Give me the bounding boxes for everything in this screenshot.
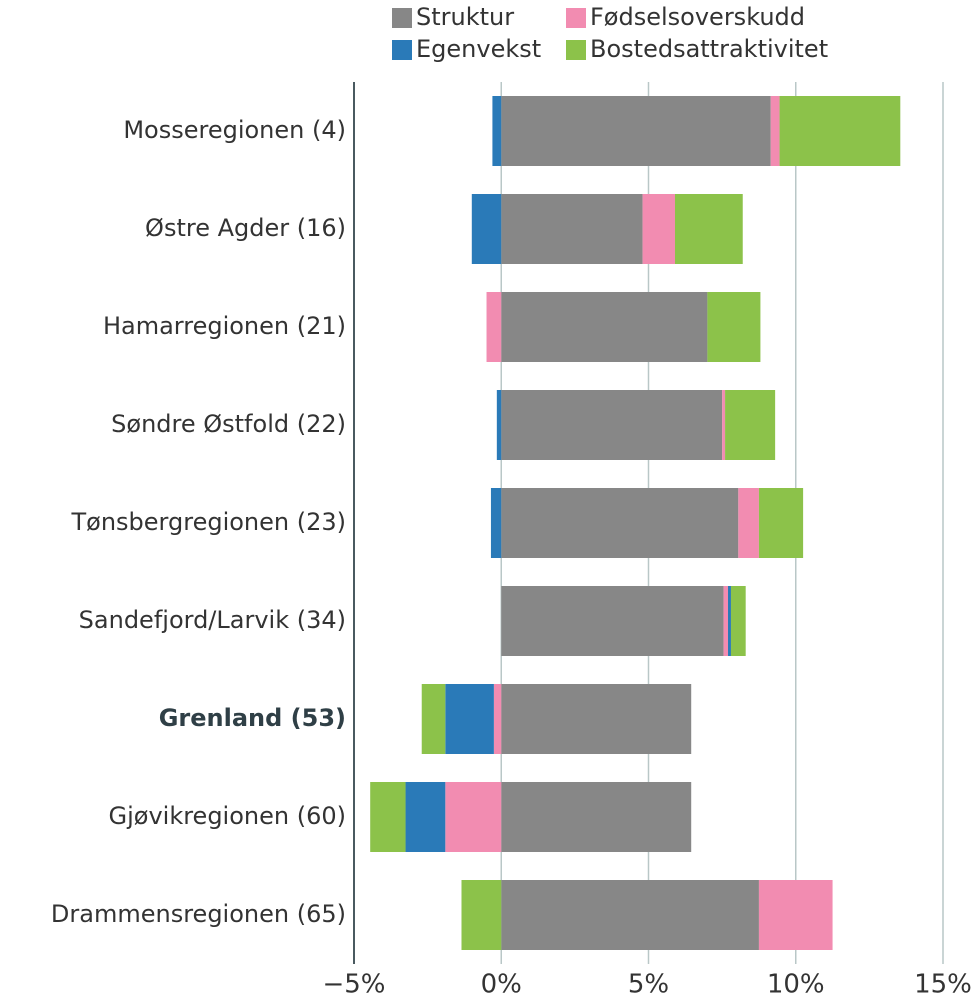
legend-swatch: [392, 8, 412, 28]
bar-segment: [722, 390, 726, 460]
bar-segment: [758, 488, 804, 558]
bar-segment: [675, 194, 743, 264]
y-tick-label: Hamarregionen (21): [103, 312, 346, 340]
bar-segment: [723, 586, 729, 656]
y-tick-label: Søndre Østfold (22): [111, 410, 346, 438]
x-tick-label: 15%: [914, 970, 972, 1000]
bar-segment: [501, 782, 692, 852]
bar-segment: [501, 96, 771, 166]
bar-segment: [493, 684, 502, 754]
bar-segment: [501, 390, 723, 460]
y-tick-label: Gjøvikregionen (60): [109, 802, 347, 830]
bar-segment: [728, 586, 731, 656]
bar-segment: [501, 586, 724, 656]
bar-segment: [492, 96, 502, 166]
bar-segment: [471, 194, 502, 264]
y-tick-label: Grenland (53): [159, 704, 346, 732]
bar-segment: [770, 96, 780, 166]
bar-segment: [370, 782, 406, 852]
bar-segment: [421, 684, 446, 754]
x-tick-label: −5%: [322, 970, 385, 1000]
legend-label: Egenvekst: [416, 35, 541, 63]
bar-segment: [730, 586, 746, 656]
bar-segment: [707, 292, 761, 362]
legend-swatch: [566, 40, 586, 60]
bar-segment: [405, 782, 446, 852]
y-tick-label: Tønsbergregionen (23): [70, 508, 346, 536]
legend-label: Struktur: [416, 3, 514, 31]
bar-segment: [461, 880, 502, 950]
bar-segment: [725, 390, 776, 460]
bar-segment: [501, 880, 759, 950]
bar-segment: [496, 390, 502, 460]
legend-label: Bostedsattraktivitet: [590, 35, 828, 63]
bar-segment: [445, 684, 494, 754]
x-tick-label: 0%: [481, 970, 522, 1000]
bar-segment: [490, 488, 502, 558]
bar-segment: [642, 194, 676, 264]
y-tick-label: Østre Agder (16): [145, 214, 346, 242]
x-tick-label: 5%: [628, 970, 669, 1000]
bar-segment: [501, 194, 643, 264]
legend-swatch: [566, 8, 586, 28]
bar-segment: [758, 880, 833, 950]
y-tick-label: Mosseregionen (4): [123, 116, 346, 144]
bar-segment: [486, 292, 502, 362]
x-tick-label: 10%: [767, 970, 825, 1000]
bar-segment: [501, 684, 692, 754]
bar-segment: [738, 488, 759, 558]
bar-segment: [445, 782, 502, 852]
legend-label: Fødselsoverskudd: [590, 3, 805, 31]
y-tick-label: Sandefjord/Larvik (34): [79, 606, 346, 634]
y-tick-label: Drammensregionen (65): [51, 900, 346, 928]
legend-swatch: [392, 40, 412, 60]
bar-segment: [779, 96, 901, 166]
bar-segment: [501, 488, 739, 558]
bar-segment: [501, 292, 708, 362]
